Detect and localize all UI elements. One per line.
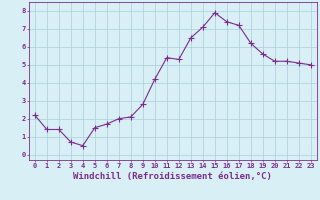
X-axis label: Windchill (Refroidissement éolien,°C): Windchill (Refroidissement éolien,°C) (73, 172, 272, 181)
